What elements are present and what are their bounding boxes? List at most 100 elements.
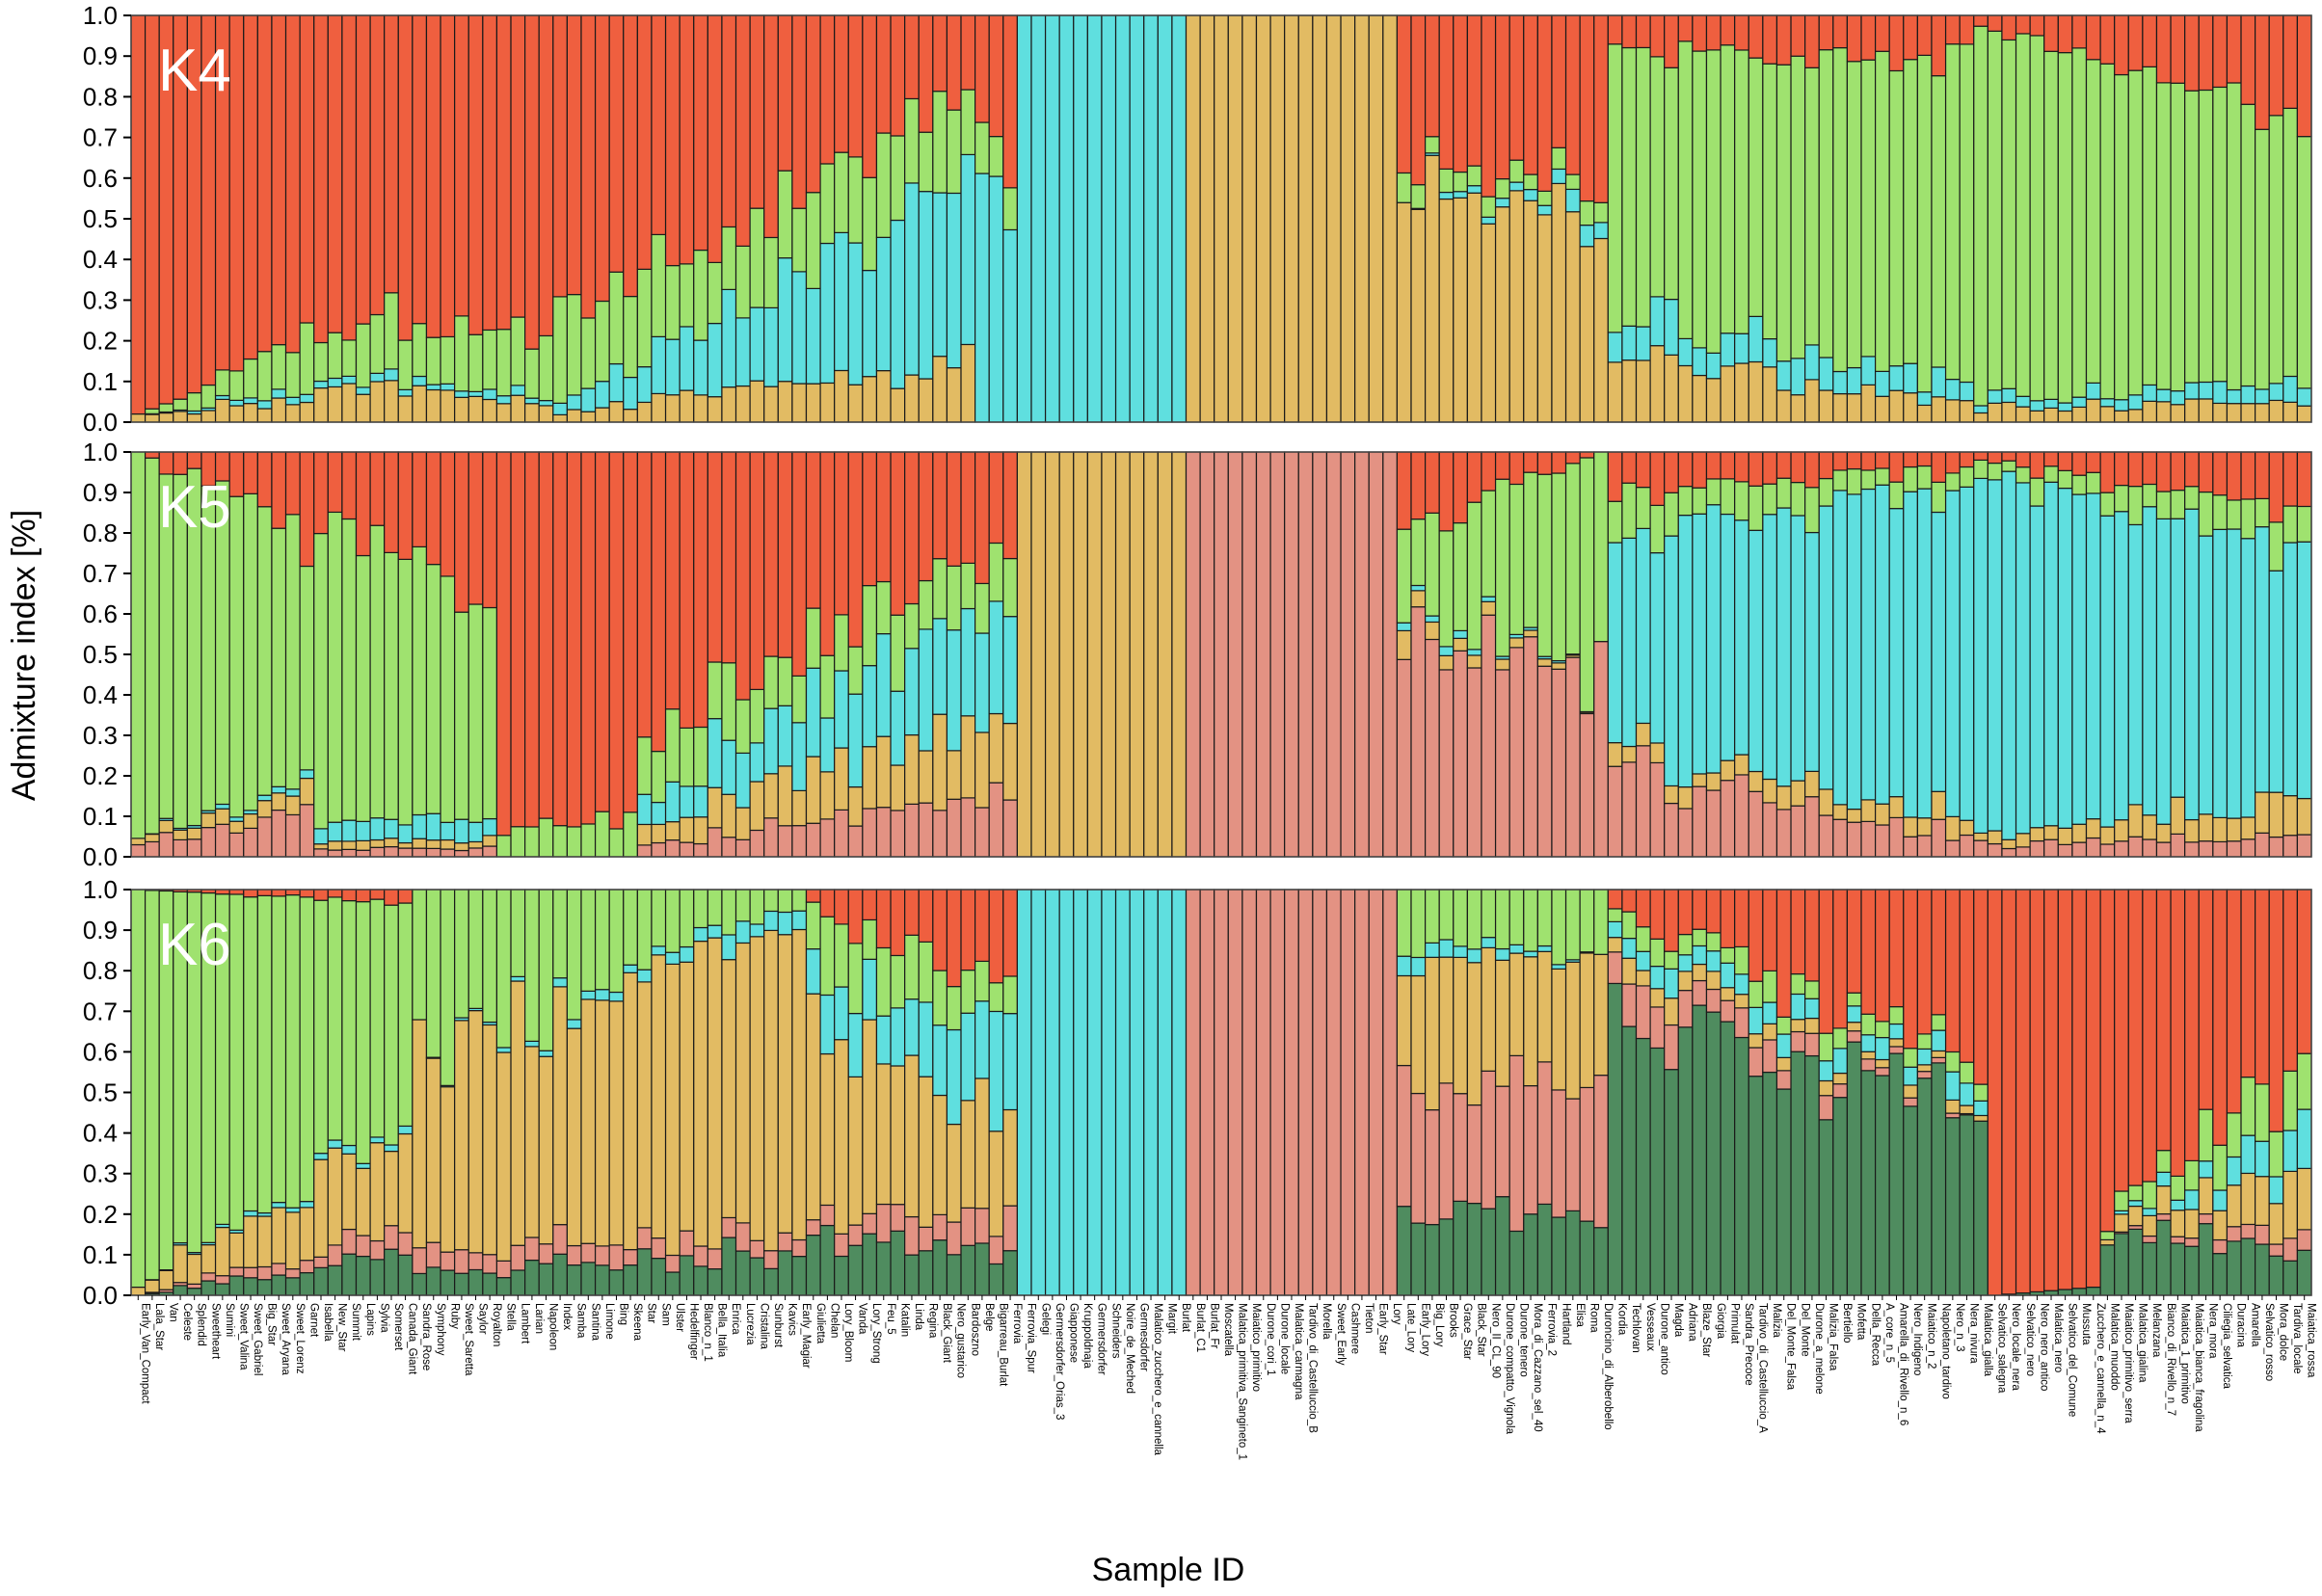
admixture-bar-segment	[763, 707, 779, 775]
admixture-bar-segment	[1677, 337, 1694, 367]
sample-id-label: Kruppoldnaja	[1081, 1303, 1093, 1369]
admixture-bar-segment	[384, 1248, 399, 1296]
admixture-bar-segment	[256, 800, 273, 818]
admixture-bar-segment	[1297, 889, 1314, 1296]
admixture-bar-segment	[495, 835, 512, 858]
admixture-bar-segment	[1649, 451, 1666, 506]
admixture-bar-segment	[1888, 889, 1905, 1008]
admixture-bar-segment	[974, 1077, 990, 1210]
admixture-bar-segment	[2029, 35, 2045, 402]
admixture-bar-segment	[664, 451, 681, 710]
admixture-bar-segment	[2212, 816, 2229, 843]
admixture-bar-segment	[1705, 378, 1721, 423]
admixture-bar-segment	[1664, 298, 1679, 356]
admixture-bar-segment	[2170, 14, 2186, 84]
admixture-bar-segment	[538, 400, 554, 407]
sample-id-label: Chelan	[828, 1303, 840, 1338]
admixture-bar-segment	[173, 451, 188, 475]
admixture-bar-segment	[2170, 889, 2186, 1177]
admixture-bar-segment	[1129, 451, 1145, 858]
admixture-bar-segment	[847, 825, 864, 858]
y-tick-label: 0.7	[83, 123, 118, 152]
admixture-bar-segment	[2226, 499, 2242, 530]
admixture-bar-segment	[2240, 103, 2256, 387]
admixture-bar-segment	[1523, 950, 1538, 958]
admixture-bar-segment	[623, 971, 638, 1251]
admixture-bar-segment	[1649, 988, 1666, 1008]
admixture-bar-segment	[495, 1277, 512, 1296]
admixture-bar-segment	[566, 826, 582, 858]
admixture-bar-segment	[397, 14, 414, 341]
admixture-bar-segment	[1536, 14, 1553, 192]
admixture-bar-segment	[1425, 1223, 1440, 1296]
admixture-bar-segment	[1002, 616, 1018, 725]
admixture-bar-segment	[1804, 770, 1820, 798]
admixture-bar-segment	[2198, 1160, 2214, 1179]
admixture-bar-segment	[538, 1243, 554, 1264]
admixture-bar-segment	[1410, 606, 1427, 858]
admixture-bar-segment	[2071, 14, 2088, 49]
admixture-bar-segment	[2226, 528, 2242, 819]
admixture-bar-segment	[1903, 836, 1918, 858]
admixture-bar-segment	[1987, 14, 2003, 32]
admixture-bar-segment	[763, 910, 779, 932]
admixture-bar-segment	[2099, 826, 2116, 845]
admixture-bar-segment	[495, 889, 512, 1049]
admixture-bar-segment	[904, 998, 920, 1056]
admixture-bar-segment	[1944, 451, 1961, 474]
admixture-bar-segment	[1551, 472, 1567, 662]
admixture-bar-segment	[2001, 460, 2017, 472]
admixture-bar-segment	[1494, 947, 1510, 961]
sample-id-label: Burlat	[1180, 1303, 1191, 1333]
admixture-bar-segment	[1944, 1112, 1961, 1119]
admixture-bar-segment	[243, 1266, 258, 1279]
admixture-bar-segment	[2198, 1223, 2214, 1296]
admixture-bar-segment	[1734, 774, 1749, 858]
admixture-bar-segment	[228, 1275, 245, 1296]
admixture-bar-segment	[679, 961, 695, 1232]
admixture-bar-segment	[271, 388, 287, 399]
admixture-bar-segment	[1410, 451, 1427, 520]
y-tick-label: 0.6	[83, 599, 118, 628]
admixture-bar-segment	[2282, 542, 2299, 797]
admixture-bar-segment	[1466, 948, 1482, 964]
admixture-bar-segment	[946, 14, 962, 111]
admixture-bar-segment	[1016, 451, 1032, 858]
admixture-bar-segment	[904, 1254, 920, 1296]
admixture-bar-segment	[1086, 14, 1103, 423]
admixture-bar-segment	[1621, 957, 1638, 985]
sample-id-label: Saylor	[477, 1303, 489, 1335]
admixture-bar-segment	[510, 385, 526, 396]
admixture-bar-segment	[397, 1232, 414, 1256]
sample-id-label: Durone_locale	[1278, 1303, 1290, 1374]
admixture-bar-segment	[707, 1268, 723, 1296]
admixture-bar-segment	[1987, 30, 2003, 391]
admixture-bar-segment	[580, 990, 597, 1000]
admixture-bar-segment	[1635, 722, 1651, 747]
admixture-bar-segment	[524, 889, 540, 1042]
admixture-bar-segment	[946, 798, 962, 858]
admixture-bar-segment	[313, 1266, 329, 1296]
admixture-bar-segment	[1481, 14, 1497, 198]
admixture-bar-segment	[1959, 486, 1975, 821]
admixture-bar-segment	[327, 849, 343, 858]
admixture-bar-segment	[664, 14, 681, 267]
admixture-bar-segment	[875, 946, 892, 1017]
admixture-bar-segment	[256, 351, 273, 402]
admixture-bar-segment	[664, 394, 681, 423]
admixture-bar-segment	[1987, 479, 2003, 832]
admixture-bar-segment	[228, 399, 245, 407]
admixture-bar-segment	[580, 387, 597, 412]
admixture-bar-segment	[862, 451, 878, 587]
admixture-bar-segment	[651, 233, 667, 337]
admixture-bar-segment	[1874, 1075, 1890, 1296]
admixture-bar-segment	[1790, 14, 1806, 57]
admixture-bar-segment	[988, 889, 1004, 984]
admixture-bar-segment	[805, 822, 821, 858]
admixture-bar-segment	[960, 715, 976, 799]
sample-id-label: Van	[167, 1303, 178, 1322]
admixture-bar-segment	[2268, 1255, 2284, 1296]
admixture-bar-segment	[918, 191, 934, 380]
admixture-bar-segment	[946, 192, 962, 369]
admixture-bar-segment	[2001, 847, 2017, 858]
